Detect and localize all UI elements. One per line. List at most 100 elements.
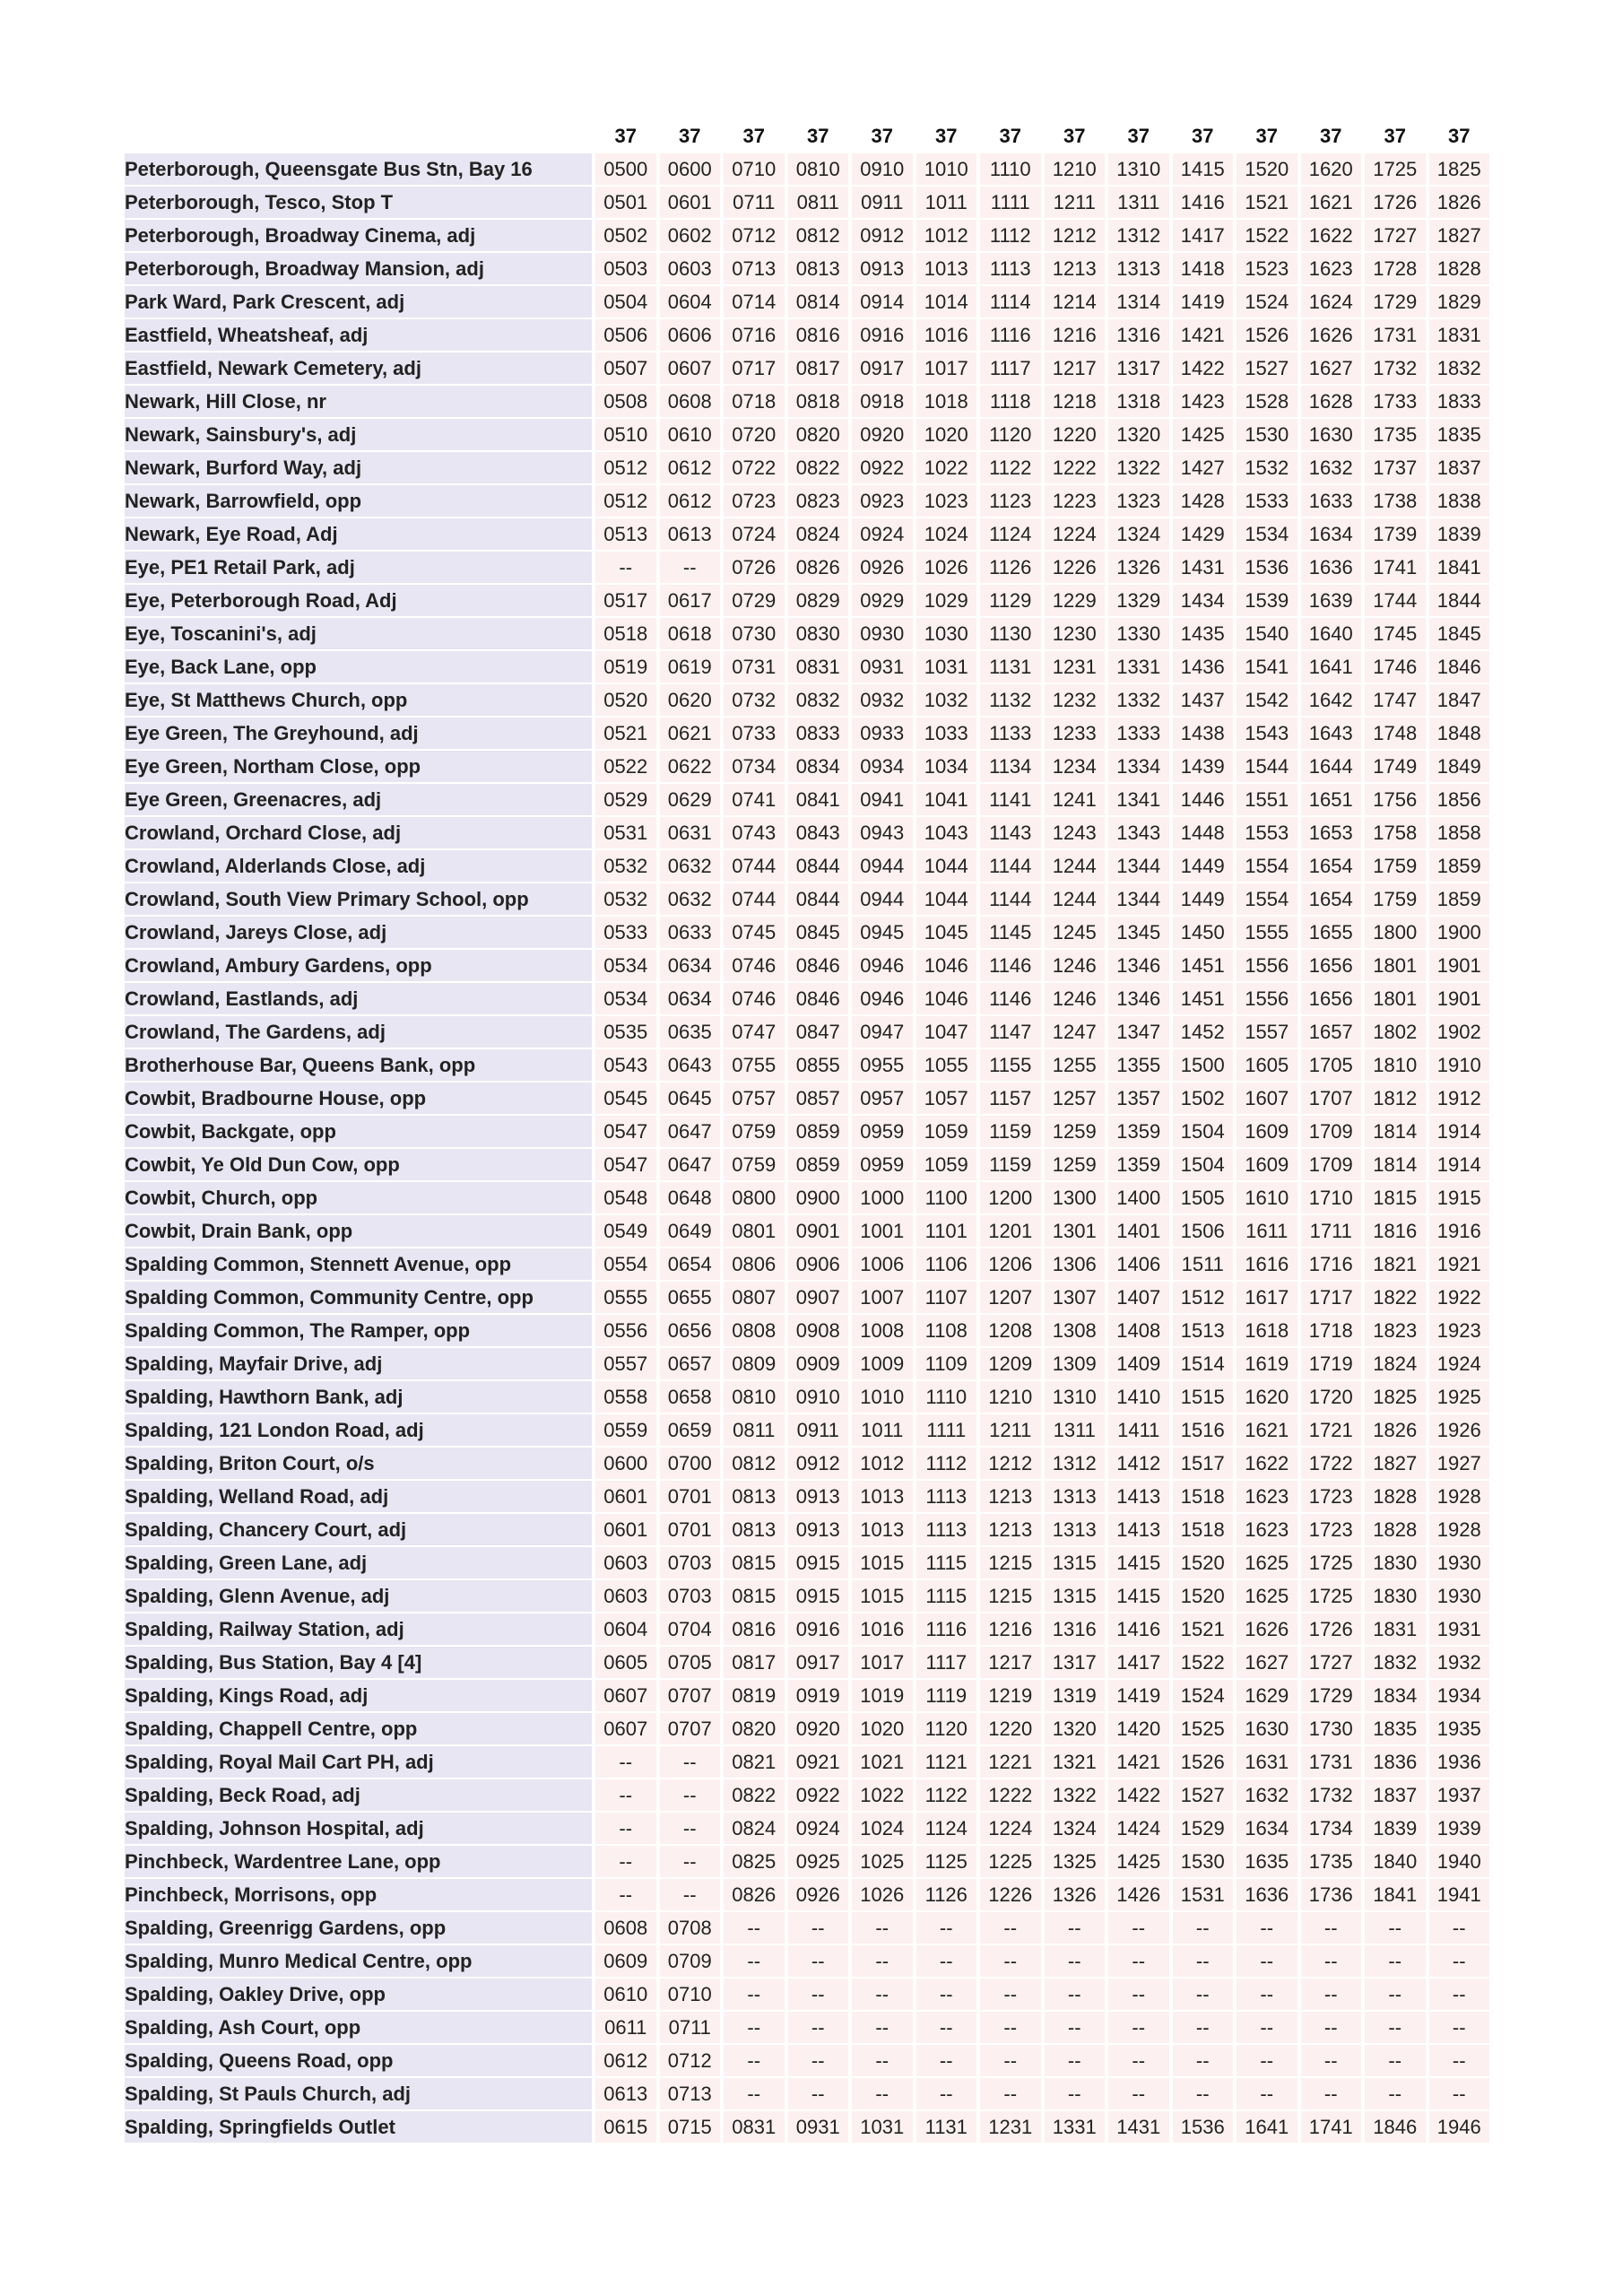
departure-time: 1357: [1108, 1083, 1169, 1114]
departure-time: 1623: [1237, 1481, 1297, 1512]
departure-time: 1143: [980, 817, 1041, 848]
departure-time: 0831: [724, 2111, 785, 2143]
no-service-cell: --: [787, 2045, 848, 2076]
departure-time: 1802: [1365, 1016, 1426, 1048]
departure-time: 1321: [1044, 1746, 1105, 1778]
stop-name: Spalding, Greenrigg Gardens, opp: [125, 1912, 592, 1944]
departure-time: 1201: [980, 1215, 1041, 1247]
no-service-cell: --: [915, 2078, 976, 2109]
departure-time: 0658: [659, 1381, 720, 1413]
no-service-cell: --: [1428, 1912, 1489, 1944]
departure-time: 0947: [852, 1016, 913, 1048]
departure-time: 0916: [852, 319, 913, 351]
departure-time: 0922: [787, 1779, 848, 1811]
departure-time: 1146: [980, 950, 1041, 981]
departure-time: 0846: [787, 950, 848, 981]
no-service-cell: --: [659, 1813, 720, 1844]
departure-time: 0608: [659, 386, 720, 417]
departure-time: 1709: [1300, 1149, 1361, 1180]
departure-time: 0859: [787, 1116, 848, 1147]
departure-time: 1553: [1237, 817, 1297, 848]
departure-time: 0917: [787, 1647, 848, 1678]
departure-time: 1216: [1044, 319, 1105, 351]
departure-time: 1257: [1044, 1083, 1105, 1114]
departure-time: 1024: [915, 518, 976, 550]
departure-time: 0554: [595, 1248, 656, 1280]
departure-time: 1924: [1428, 1348, 1489, 1379]
header-corner: [125, 120, 592, 152]
departure-time: 0502: [595, 220, 656, 251]
table-row: Spalding, Oakley Drive, opp 0610 0710 -- -- -…: [125, 1979, 1489, 2010]
stop-name: Eye Green, The Greyhound, adj: [125, 718, 592, 749]
departure-time: 1617: [1237, 1282, 1297, 1313]
departure-time: 1020: [852, 1713, 913, 1744]
departure-time: 1607: [1237, 1083, 1297, 1114]
no-service-cell: --: [595, 552, 656, 583]
stop-name: Spalding, Royal Mail Cart PH, adj: [125, 1746, 592, 1778]
stop-name: Newark, Barrowfield, opp: [125, 485, 592, 517]
departure-time: 1630: [1237, 1713, 1297, 1744]
table-row: Peterborough, Tesco, Stop T 0501 0601 0711 0…: [125, 187, 1489, 218]
departure-time: 1916: [1428, 1215, 1489, 1247]
departure-time: 1816: [1365, 1215, 1426, 1247]
table-row: Cowbit, Backgate, opp 0547 0647 0759 0859 095…: [125, 1116, 1489, 1147]
departure-time: 1619: [1237, 1348, 1297, 1379]
departure-time: 1856: [1428, 784, 1489, 815]
departure-time: 1841: [1428, 552, 1489, 583]
departure-time: 1922: [1428, 1282, 1489, 1313]
departure-time: 0844: [787, 883, 848, 915]
departure-time: 0759: [724, 1116, 785, 1147]
departure-time: 0717: [724, 352, 785, 384]
departure-time: 1346: [1108, 983, 1169, 1014]
departure-time: 0817: [724, 1647, 785, 1678]
departure-time: 1259: [1044, 1149, 1105, 1180]
no-service-cell: --: [1108, 2012, 1169, 2043]
departure-time: 0911: [787, 1414, 848, 1446]
departure-time: 1124: [980, 518, 1041, 550]
table-row: Spalding, Briton Court, o/s 0600 0700 0812 0…: [125, 1448, 1489, 1479]
departure-time: 0604: [659, 286, 720, 317]
departure-time: 0722: [724, 452, 785, 483]
departure-time: 1636: [1300, 552, 1361, 583]
route-number-header: 37: [1192, 124, 1214, 147]
stop-name: Newark, Sainsbury's, adj: [125, 419, 592, 450]
departure-time: 1634: [1237, 1813, 1297, 1844]
route-number-header: 37: [679, 124, 701, 147]
no-service-cell: --: [659, 1746, 720, 1778]
stop-name: Newark, Hill Close, nr: [125, 386, 592, 417]
departure-time: 0643: [659, 1049, 720, 1081]
departure-time: 1011: [915, 187, 976, 218]
departure-time: 0909: [787, 1348, 848, 1379]
departure-time: 1421: [1172, 319, 1233, 351]
departure-time: 1642: [1300, 684, 1361, 716]
departure-time: 1007: [852, 1282, 913, 1313]
departure-time: 1120: [915, 1713, 976, 1744]
departure-time: 0847: [787, 1016, 848, 1048]
departure-time: 1654: [1300, 883, 1361, 915]
departure-time: 0826: [787, 552, 848, 583]
departure-time: 1530: [1172, 1846, 1233, 1877]
departure-time: 0547: [595, 1149, 656, 1180]
table-row: Spalding, Mayfair Drive, adj 0557 0657 0809…: [125, 1348, 1489, 1379]
no-service-cell: --: [1108, 1979, 1169, 2010]
departure-time: 1129: [980, 585, 1041, 616]
no-service-cell: --: [1172, 2078, 1233, 2109]
departure-time: 1415: [1172, 153, 1233, 185]
departure-time: 1118: [980, 386, 1041, 417]
departure-time: 1417: [1108, 1647, 1169, 1678]
table-row: Eye, St Matthews Church, opp 0520 0620 0732…: [125, 684, 1489, 716]
departure-time: 0913: [852, 253, 913, 284]
departure-time: 1046: [915, 950, 976, 981]
departure-time: 1448: [1172, 817, 1233, 848]
departure-time: 1826: [1365, 1414, 1426, 1446]
departure-time: 0846: [787, 983, 848, 1014]
departure-time: 0821: [724, 1746, 785, 1778]
departure-time: 1231: [980, 2111, 1041, 2143]
departure-time: 1428: [1172, 485, 1233, 517]
departure-time: 0718: [724, 386, 785, 417]
departure-time: 1522: [1172, 1647, 1233, 1678]
departure-time: 1416: [1108, 1613, 1169, 1645]
departure-time: 0604: [595, 1613, 656, 1645]
departure-time: 0507: [595, 352, 656, 384]
departure-time: 0534: [595, 983, 656, 1014]
